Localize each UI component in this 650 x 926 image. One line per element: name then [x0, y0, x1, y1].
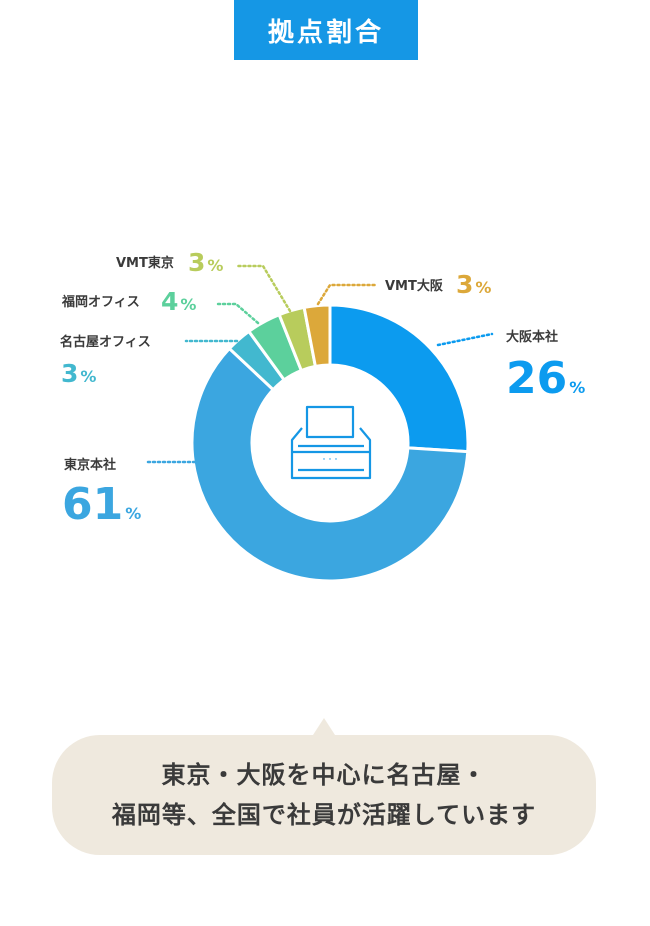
leader-line-5 [316, 283, 377, 306]
value-unit-5: % [475, 278, 492, 297]
value-label-5: 3% [456, 272, 491, 297]
value-number-4: 3 [188, 248, 206, 277]
callout-line-1: 東京・大阪を中心に名古屋・ [161, 761, 487, 789]
category-label-1: 東京本社 [64, 458, 117, 473]
value-number-1: 61 [62, 479, 124, 530]
category-label-0: 大阪本社 [506, 330, 559, 345]
category-label-5: VMT大阪 [385, 279, 443, 294]
callout-text: 東京・大阪を中心に名古屋・ 福岡等、全国で社員が活躍しています [52, 755, 596, 835]
callout-line-2: 福岡等、全国で社員が活躍しています [111, 801, 537, 829]
donut-chart [146, 264, 494, 583]
printer-icon [290, 405, 372, 480]
value-unit-0: % [569, 378, 586, 397]
leader-line-4 [236, 264, 292, 313]
value-label-4: 3% [188, 250, 223, 275]
value-unit-4: % [207, 256, 224, 275]
value-unit-2: % [80, 367, 97, 386]
slice-0 [328, 303, 470, 454]
value-label-1: 61% [62, 483, 141, 527]
slice-1 [190, 346, 470, 583]
value-number-5: 3 [456, 270, 474, 299]
callout-pointer [313, 718, 335, 735]
slice-5 [302, 303, 332, 369]
value-number-0: 26 [506, 353, 568, 404]
category-label-4: VMT東京 [116, 256, 174, 271]
donut-hole [253, 366, 407, 520]
value-label-3: 4% [161, 289, 196, 314]
leader-line-0 [436, 332, 494, 347]
leader-line-3 [214, 302, 260, 325]
category-label-2: 名古屋オフィス [60, 335, 151, 350]
value-label-2: 3% [61, 361, 96, 386]
category-label-3: 福岡オフィス [62, 295, 140, 310]
callout-bubble: 東京・大阪を中心に名古屋・ 福岡等、全国で社員が活躍しています [52, 735, 596, 855]
value-number-2: 3 [61, 359, 79, 388]
value-number-3: 4 [161, 287, 179, 316]
value-unit-1: % [125, 504, 142, 523]
value-unit-3: % [180, 295, 197, 314]
chart-title: 拠点割合 [234, 0, 418, 60]
value-label-0: 26% [506, 357, 585, 401]
